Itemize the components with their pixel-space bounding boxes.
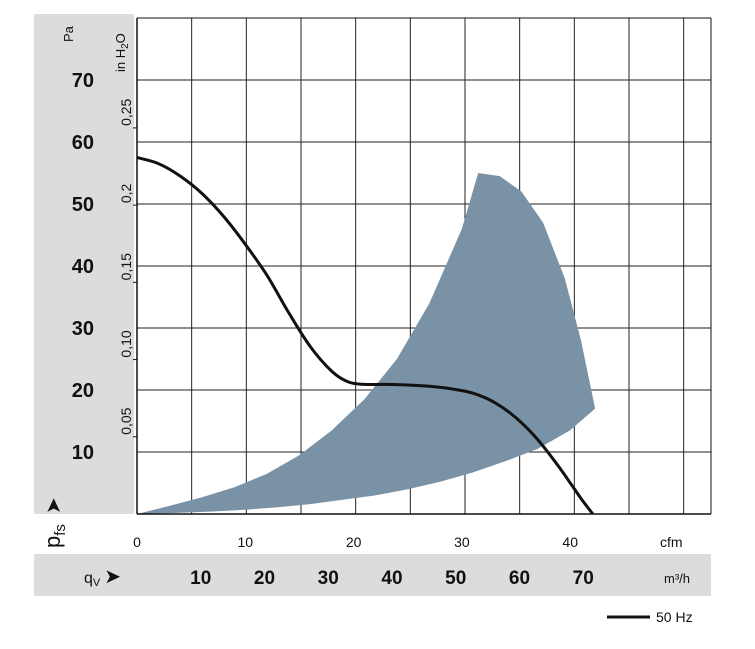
- y-tick-label-pa: 60: [72, 132, 94, 154]
- x-tick-label-m3h: 40: [381, 568, 402, 589]
- y-tick-label-inh2o: 0,2: [118, 183, 134, 203]
- x-tick-label-m3h: 20: [254, 568, 275, 589]
- x-tick-label-m3h: 30: [318, 568, 339, 589]
- y-tick-label-inh2o: 0,15: [118, 253, 134, 280]
- y-symbol-main: p: [40, 536, 65, 548]
- x-axis-cfm-unit: cfm: [660, 534, 683, 550]
- x-axis-m3h-unit: m³/h: [664, 571, 690, 586]
- x-tick-label-cfm: 20: [346, 534, 362, 550]
- y-axis-pa-unit: Pa: [61, 25, 76, 42]
- y-tick-label-pa: 70: [72, 70, 94, 92]
- y-tick-label-inh2o: 0,05: [118, 407, 134, 434]
- series-line-50hz: [137, 156, 595, 514]
- inh2o-unit-tail: O: [113, 33, 128, 43]
- x-tick-label-m3h: 50: [445, 568, 466, 589]
- x-tick-label-cfm: 10: [238, 534, 254, 550]
- x-axis-symbol: qV ➤: [84, 566, 121, 589]
- x-symbol-sub: V: [93, 577, 101, 589]
- y-symbol-sub: fs: [52, 524, 69, 536]
- bottom-axis-band: [34, 554, 711, 596]
- x-tick-label-m3h: 70: [573, 568, 594, 589]
- y-axis-inh2o-labels: 0,05 0,10 0,15 0,2 0,25: [118, 98, 137, 438]
- x-symbol-arrow: ➤: [104, 566, 121, 588]
- y-tick-label-pa: 20: [72, 380, 94, 402]
- operating-area-shape: [137, 173, 596, 514]
- y-tick-label-pa: 50: [72, 194, 94, 216]
- x-tick-label-cfm: 0: [133, 534, 141, 550]
- y-tick-label-pa: 10: [72, 442, 94, 464]
- x-axis-cfm-labels: 0 10 20 30 40: [133, 534, 578, 550]
- inh2o-unit-main: in H: [113, 49, 128, 72]
- y-symbol-arrow: ➤: [43, 497, 65, 514]
- x-tick-label-m3h: 60: [509, 568, 530, 589]
- x-symbol-main: q: [84, 570, 93, 587]
- y-tick-label-inh2o: 0,10: [118, 330, 134, 357]
- x-tick-label-cfm: 40: [562, 534, 578, 550]
- y-axis-pa-labels: 10 20 30 40 50 60 70: [72, 70, 94, 464]
- y-axis-inh2o-unit: in H2O: [113, 33, 131, 72]
- grey-bands: [34, 14, 711, 596]
- legend: 50 Hz: [607, 609, 693, 625]
- x-axis-m3h-labels: 10 20 30 40 50 60 70: [190, 568, 594, 589]
- y-tick-label-pa: 40: [72, 256, 94, 278]
- y-axis-symbol: pfs ➤: [40, 497, 69, 548]
- y-tick-label-inh2o: 0,25: [118, 98, 134, 125]
- legend-label: 50 Hz: [656, 609, 693, 625]
- operating-area: [137, 173, 596, 514]
- plot-frame: [136, 17, 712, 515]
- left-axis-band: [34, 14, 134, 514]
- x-tick-label-m3h: 10: [190, 568, 211, 589]
- curves: [137, 156, 595, 514]
- y-tick-label-pa: 30: [72, 318, 94, 340]
- x-tick-label-cfm: 30: [454, 534, 470, 550]
- inh2o-unit-sub: 2: [120, 43, 131, 49]
